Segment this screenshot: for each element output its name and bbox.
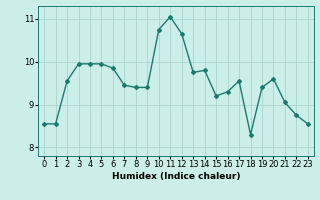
X-axis label: Humidex (Indice chaleur): Humidex (Indice chaleur) — [112, 172, 240, 181]
